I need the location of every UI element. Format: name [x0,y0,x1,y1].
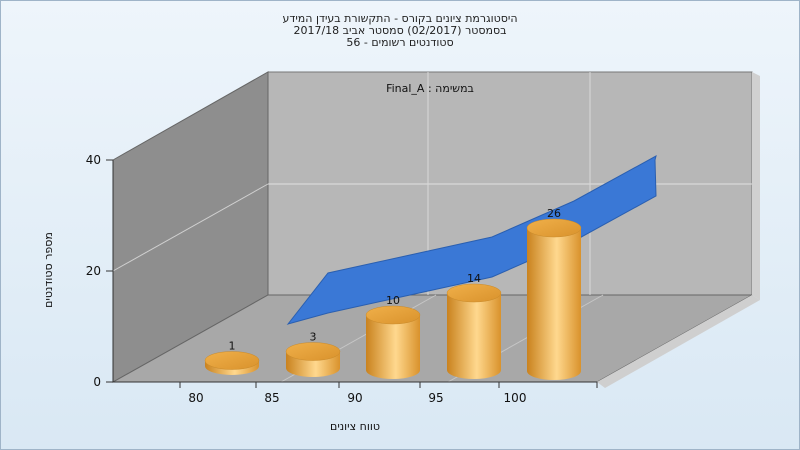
bar: 14 [446,272,502,379]
bar-top [446,283,502,303]
bar-top [204,351,260,370]
bar-data-label: 3 [310,331,317,344]
x-tick-label: 95 [428,391,443,405]
y-tick-label: 20 [86,264,101,278]
bar-body [366,315,420,379]
right-wall-edge [752,72,760,300]
y-tick-label: 40 [86,153,101,167]
x-tick-label: 90 [347,391,362,405]
gridline-left-mid [112,183,269,272]
bar-top [285,342,341,361]
floor-edge [597,295,760,388]
bar-data-label: 14 [467,272,481,285]
bar-data-label: 10 [386,294,400,307]
bar-body [527,228,581,380]
x-tick-label: 100 [504,391,527,405]
chart-title-line-2: בסמסטר (02/2017) סמסטר אביב 2017/18 [293,24,507,37]
bar: 10 [365,294,421,379]
bar-data-label: 1 [229,340,236,353]
x-tick-label: 80 [188,391,203,405]
bar: 26 [526,207,582,380]
bar-data-label: 26 [547,207,561,220]
bar-top [526,218,582,238]
y-tick-label: 0 [93,375,101,389]
chart-annotation: במשימה : Final_A [386,82,474,95]
chart-title-line-1: היסטוגרמת ציונים בקורס - התקשורת בעידן ה… [282,12,518,25]
x-tick-label: 85 [264,391,279,405]
bar-body [447,293,501,379]
bar-top [365,305,421,325]
bar: 1 [204,340,260,375]
x-axis-label: טווח ציונים [330,420,380,433]
y-axis-label: מספר סטודנטים [42,232,55,308]
chart-title-line-3: סטודנטים רשומים - 56 [346,36,454,49]
bar: 3 [285,331,341,377]
cumulative-area-series [286,155,657,325]
